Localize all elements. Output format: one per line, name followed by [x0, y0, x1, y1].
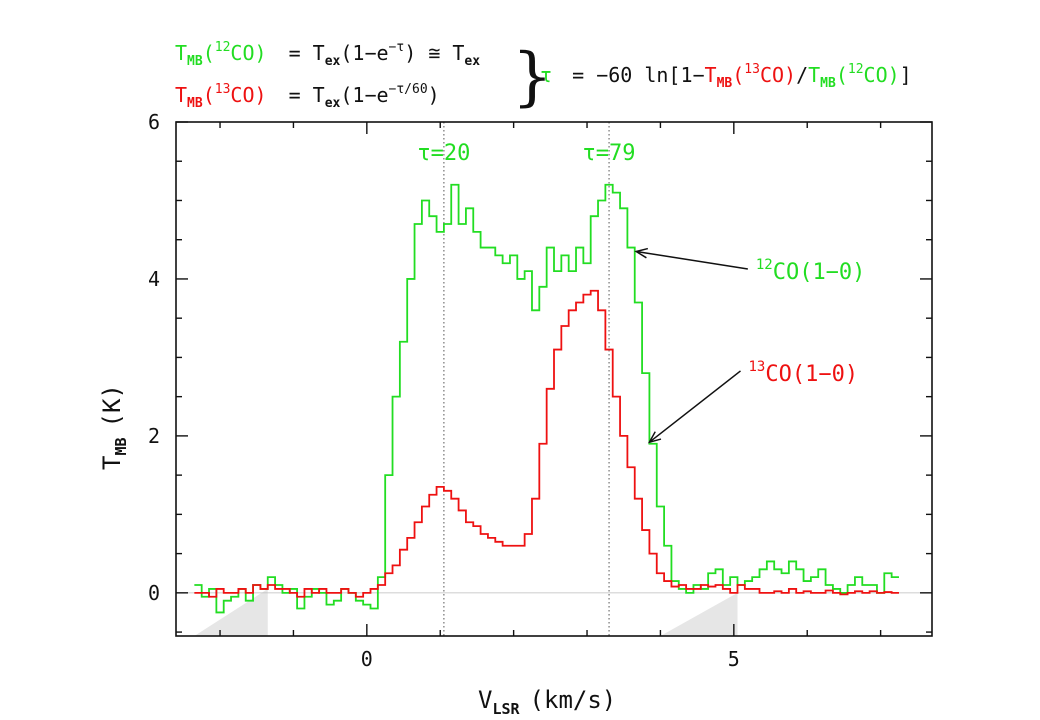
shaded-region-0 [194, 588, 268, 636]
series-label-isotope: 12 [756, 257, 773, 273]
series-arrow-12co [636, 250, 748, 270]
series-label-molecule: CO(1−0) [765, 362, 858, 387]
equation-13co: TMB(13CO) = Tex(1−e−τ/60) [175, 82, 440, 111]
y-tick-label: 0 [148, 581, 160, 605]
series-arrow-13co [648, 370, 741, 443]
series-label-molecule: CO(1−0) [773, 260, 866, 285]
y-axis-title: TMB(K) [98, 384, 130, 470]
y-tick-label: 4 [148, 267, 160, 291]
tau-annotation-1: τ=79 [583, 141, 636, 166]
x-tick-label: 5 [728, 647, 740, 671]
series-label-12co: 12CO(1−0) [756, 257, 866, 285]
series-line-13co [194, 289, 899, 598]
shaded-region-1 [660, 592, 738, 636]
x-tick-label: 0 [361, 647, 373, 671]
y-tick-label: 2 [148, 424, 160, 448]
series-label-isotope: 13 [749, 359, 766, 375]
equation-tau: τ = −60 ln[1−TMB(13CO)/TMB(12CO)] [540, 62, 912, 91]
equation-12co: TMB(12CO) = Tex(1−e−τ) ≅ Tex [175, 40, 480, 69]
equation-block: TMB(12CO) = Tex(1−e−τ) ≅ Tex TMB(13CO) =… [175, 40, 912, 114]
equation-brace: } [512, 40, 553, 114]
y-tick-label: 6 [148, 110, 160, 134]
plot-frame [175, 121, 933, 637]
series-arrow-head-12co [634, 247, 649, 259]
series-label-13co: 13CO(1−0) [749, 359, 859, 387]
x-axis-title: VLSR (km/s) [478, 686, 616, 718]
series-arrow-head-13co [647, 431, 662, 444]
tau-annotation-0: τ=20 [417, 141, 470, 166]
